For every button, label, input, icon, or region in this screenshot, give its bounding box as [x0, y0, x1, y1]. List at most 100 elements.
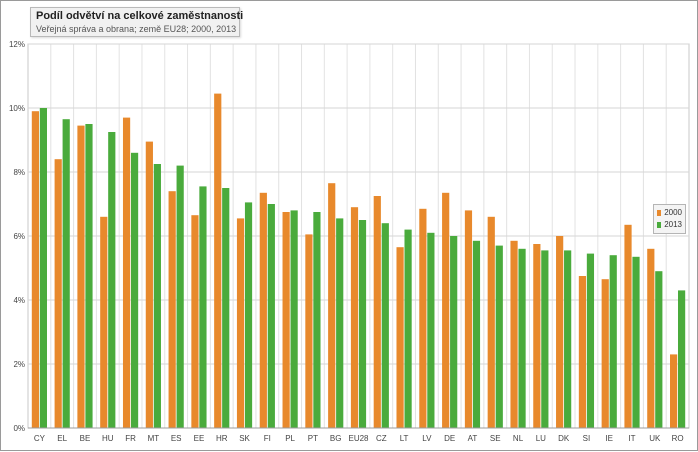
legend-label-2013: 2013 [664, 220, 682, 229]
x-tick-label: IE [605, 434, 613, 443]
bar-2013-BE [85, 124, 93, 428]
chart-title: Podíl odvětví na celkové zaměstnanosti [36, 10, 244, 22]
x-tick-label: SE [490, 434, 501, 443]
bar-2013-NL [518, 248, 526, 428]
bar-2000-NL [510, 240, 518, 428]
x-tick-label: CY [34, 434, 46, 443]
bar-2013-EL [62, 119, 70, 428]
x-tick-label: NL [513, 434, 524, 443]
bar-2000-SK [236, 218, 245, 428]
bar-2013-FI [267, 204, 275, 428]
y-tick-label: 10% [9, 104, 25, 113]
bar-2013-MT [153, 164, 161, 428]
legend-swatch-2000 [657, 210, 662, 216]
bar-2000-HU [100, 216, 108, 428]
x-tick-label: DK [558, 434, 570, 443]
bar-2013-IT [632, 256, 640, 428]
x-tick-label: LU [536, 434, 546, 443]
chart-legend: 2000 2013 [653, 204, 686, 234]
bar-2013-SK [244, 202, 253, 428]
bar-2000-CZ [373, 196, 381, 428]
bar-2000-AT [464, 210, 473, 428]
bar-2013-DE [450, 236, 458, 428]
bar-2013-CZ [381, 223, 389, 428]
legend-swatch-2013 [657, 222, 662, 228]
bar-2013-HR [222, 188, 230, 428]
bar-2000-BE [77, 125, 85, 428]
bar-2000-RO [670, 354, 678, 428]
x-tick-label: BE [80, 434, 91, 443]
bar-2013-FR [130, 152, 139, 429]
bar-2013-HU [108, 132, 116, 428]
bar-2000-CY [31, 111, 39, 428]
x-tick-label: AT [468, 434, 478, 443]
y-tick-label: 12% [9, 40, 25, 49]
bar-2013-ES [176, 165, 184, 428]
bar-2000-EU28 [350, 207, 359, 428]
bar-2000-UK [647, 248, 655, 428]
bar-2013-AT [472, 240, 481, 428]
x-tick-label: IT [628, 434, 635, 443]
bar-2013-PT [313, 212, 321, 428]
y-tick-label: 6% [13, 232, 25, 241]
x-tick-label: HR [216, 434, 228, 443]
bar-2013-PL [290, 210, 298, 428]
bar-2000-IT [624, 224, 632, 428]
bar-2000-BG [328, 183, 336, 428]
y-tick-label: 8% [13, 168, 25, 177]
bar-2000-EL [54, 159, 62, 428]
x-tick-label: BG [330, 434, 342, 443]
x-tick-label: EU28 [348, 434, 369, 443]
x-tick-label: FI [264, 434, 271, 443]
legend-item-2000: 2000 [657, 207, 682, 219]
bar-2013-EE [199, 186, 207, 428]
x-tick-label: LV [422, 434, 432, 443]
bar-2000-HR [214, 93, 222, 428]
bar-2000-ES [168, 191, 176, 428]
bar-2000-DE [442, 192, 450, 428]
bar-2013-LV [427, 232, 435, 428]
bar-2013-SI [586, 253, 595, 428]
x-tick-label: DE [444, 434, 455, 443]
x-tick-label: SK [239, 434, 250, 443]
bar-2013-BG [336, 218, 344, 428]
bar-2000-LU [533, 244, 541, 428]
bar-2000-PT [305, 234, 313, 428]
x-tick-label: LT [400, 434, 409, 443]
bar-2013-CY [39, 108, 47, 428]
y-tick-label: 0% [13, 424, 25, 433]
x-tick-label: PT [308, 434, 318, 443]
x-tick-label: MT [148, 434, 160, 443]
bar-2000-EE [191, 215, 199, 428]
bar-2013-EU28 [358, 220, 367, 428]
bar-2000-FI [259, 192, 267, 428]
bar-2013-LT [404, 229, 412, 428]
bar-2013-UK [655, 271, 663, 428]
bar-2000-DK [556, 236, 564, 428]
bar-2013-RO [678, 290, 686, 428]
y-tick-label: 4% [13, 296, 25, 305]
x-tick-label: PL [285, 434, 295, 443]
bar-2000-LT [396, 247, 404, 428]
chart-title-box: Podíl odvětví na celkové zaměstnanosti V… [30, 7, 244, 37]
bar-2000-FR [122, 117, 131, 428]
bar-2000-SI [578, 276, 587, 428]
bar-2000-LV [419, 208, 427, 428]
bar-2000-MT [145, 141, 153, 428]
x-tick-label: HU [102, 434, 114, 443]
x-tick-label: SI [583, 434, 591, 443]
y-tick-label: 2% [13, 360, 25, 369]
x-tick-label: CZ [376, 434, 387, 443]
bar-2013-LU [541, 250, 549, 428]
bar-2013-DK [564, 250, 572, 428]
x-tick-label: FR [125, 434, 136, 443]
legend-item-2013: 2013 [657, 219, 682, 231]
bar-2013-SE [495, 245, 503, 428]
bar-2013-IE [609, 255, 617, 428]
x-tick-label: ES [171, 434, 182, 443]
bar-2000-IE [601, 279, 609, 428]
x-tick-label: EL [57, 434, 67, 443]
x-tick-label: EE [194, 434, 205, 443]
